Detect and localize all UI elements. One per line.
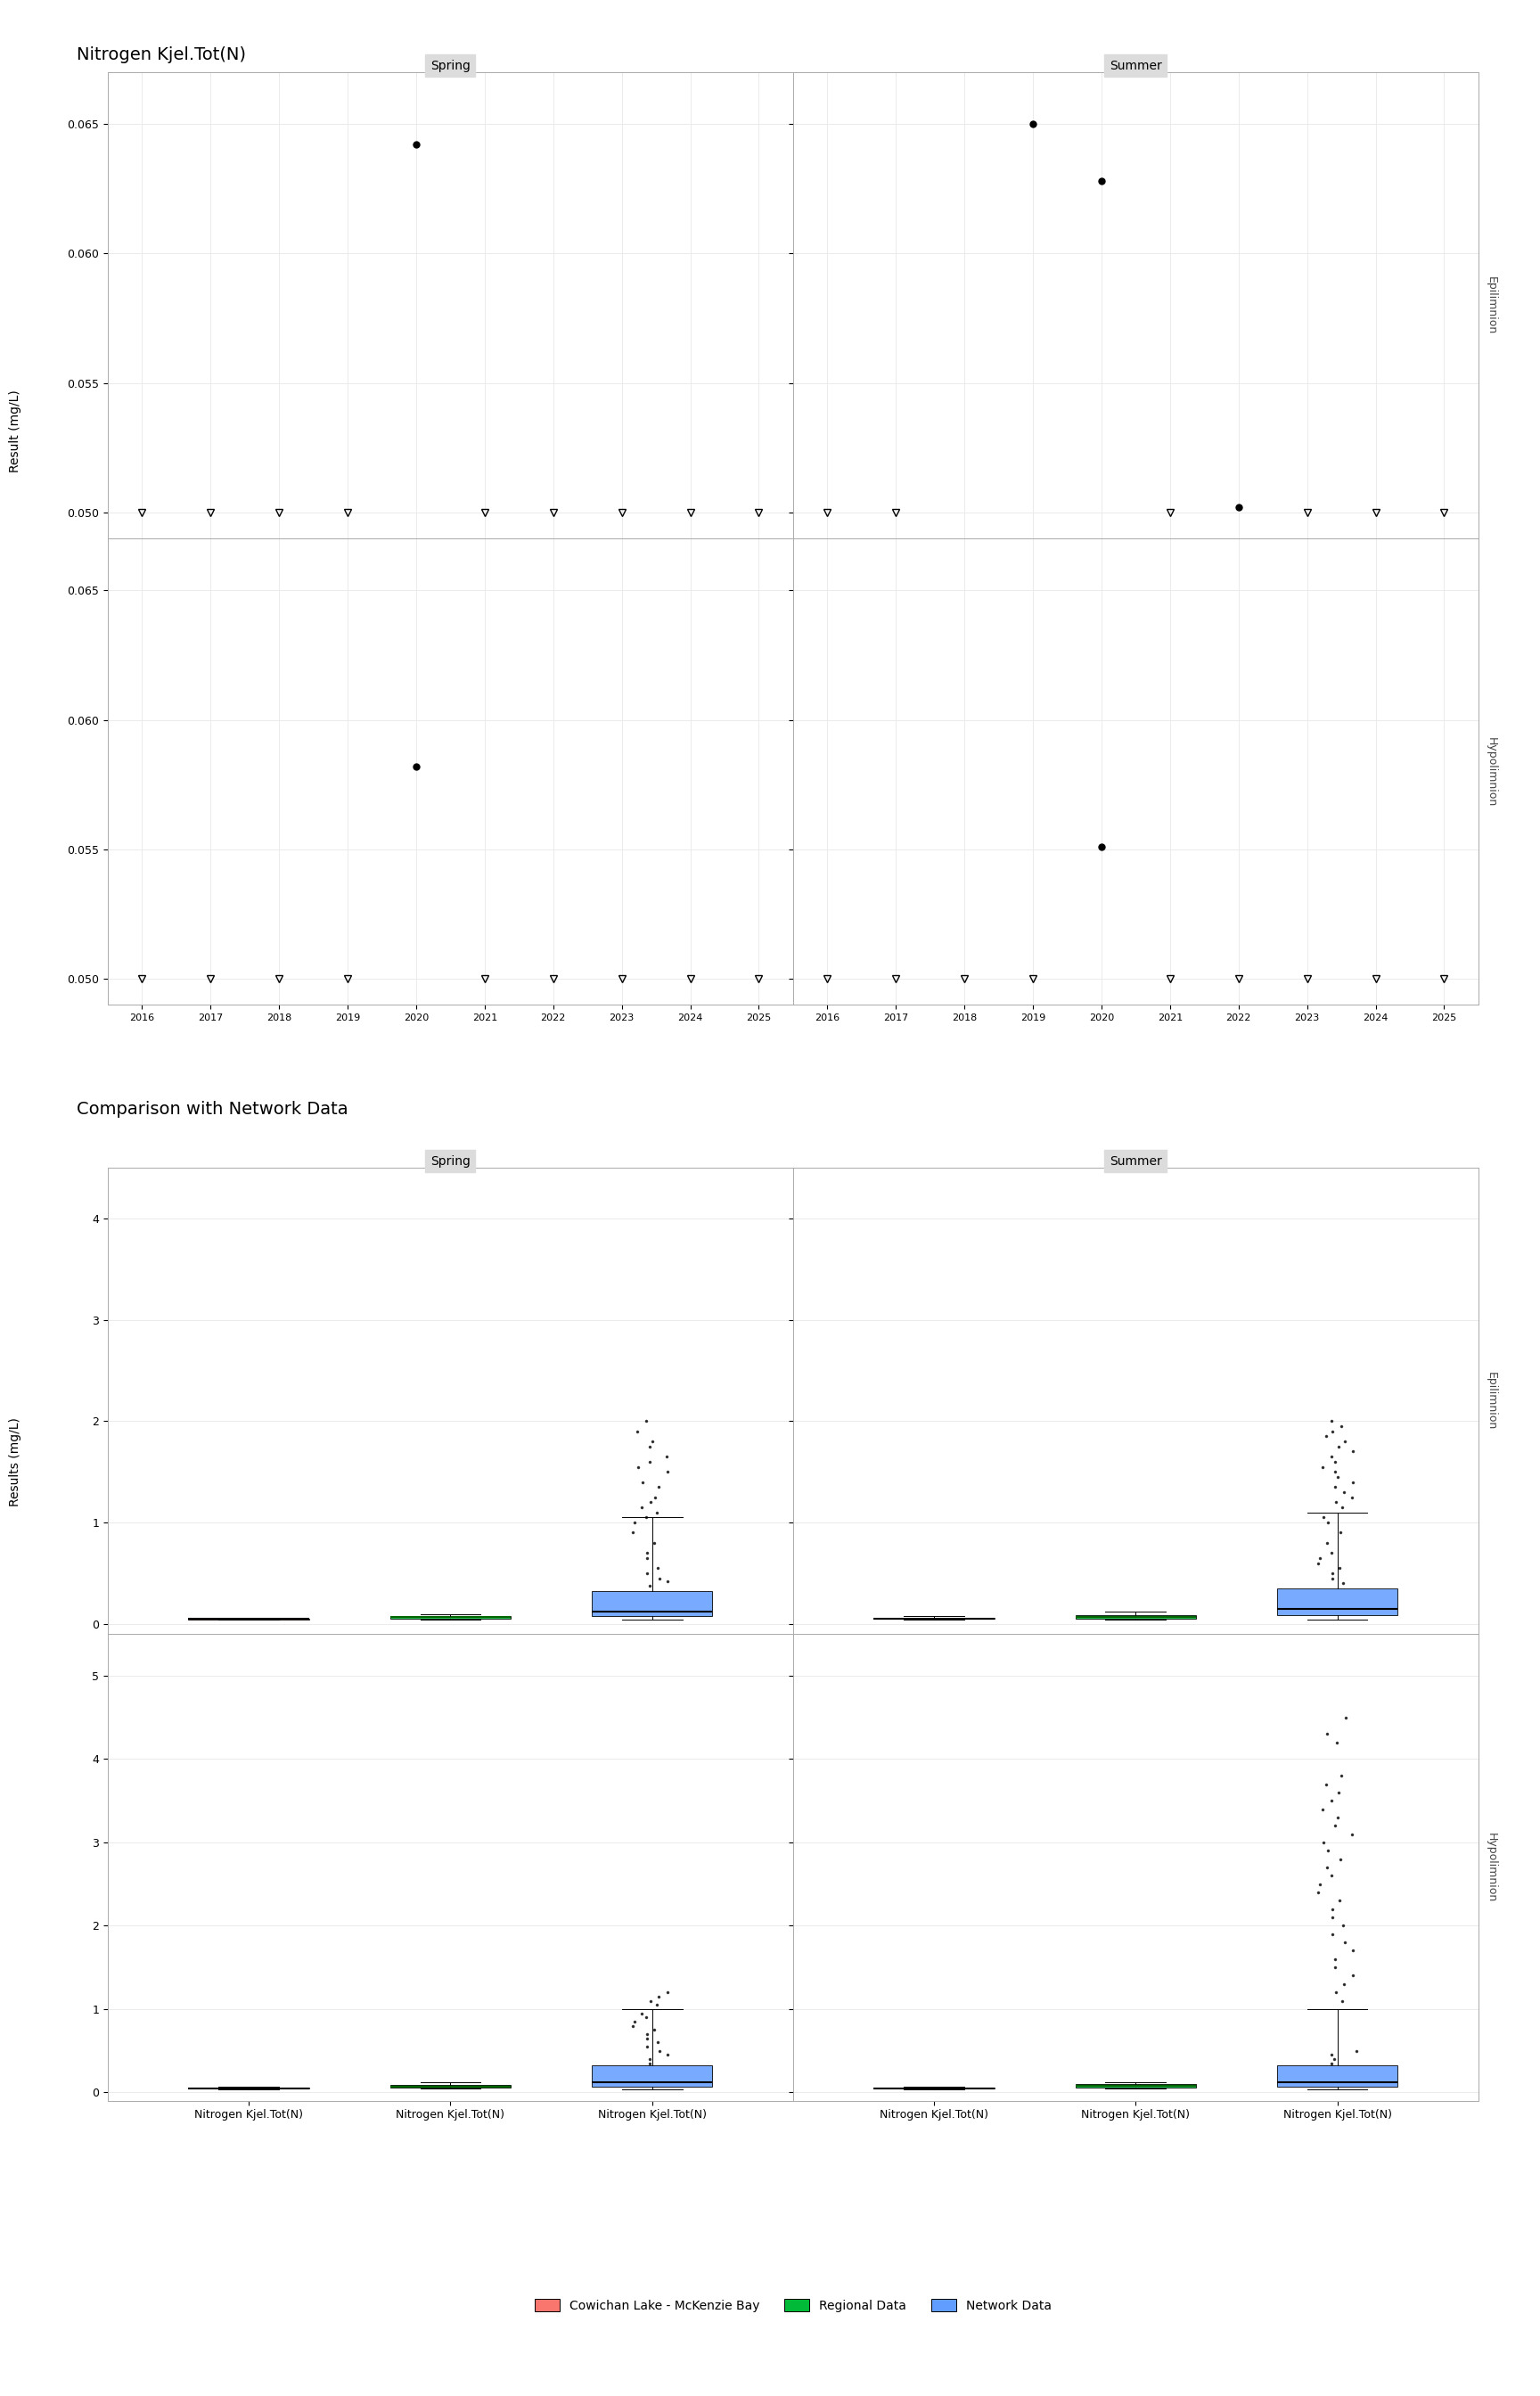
FancyBboxPatch shape [390,2085,511,2087]
FancyBboxPatch shape [591,1591,713,1615]
Text: Hypolimnion: Hypolimnion [1485,1833,1497,1902]
Text: Nitrogen Kjel.Tot(N): Nitrogen Kjel.Tot(N) [77,46,246,62]
Title: Summer: Summer [1110,60,1161,72]
FancyBboxPatch shape [591,2065,713,2087]
Title: Spring: Spring [431,60,470,72]
Text: Hypolimnion: Hypolimnion [1485,738,1497,807]
Legend: Cowichan Lake - McKenzie Bay, Regional Data, Network Data: Cowichan Lake - McKenzie Bay, Regional D… [530,2293,1056,2317]
FancyBboxPatch shape [1277,1589,1398,1615]
FancyBboxPatch shape [1075,2085,1197,2087]
Title: Spring: Spring [431,1155,470,1167]
FancyBboxPatch shape [1277,2065,1398,2087]
FancyBboxPatch shape [1075,1615,1197,1617]
Text: Comparison with Network Data: Comparison with Network Data [77,1100,348,1117]
Text: Epilimnion: Epilimnion [1485,1373,1497,1430]
Text: Epilimnion: Epilimnion [1485,276,1497,333]
Text: Result (mg/L): Result (mg/L) [9,391,22,472]
FancyBboxPatch shape [390,1615,511,1617]
Title: Summer: Summer [1110,1155,1161,1167]
Text: Results (mg/L): Results (mg/L) [9,1416,22,1507]
